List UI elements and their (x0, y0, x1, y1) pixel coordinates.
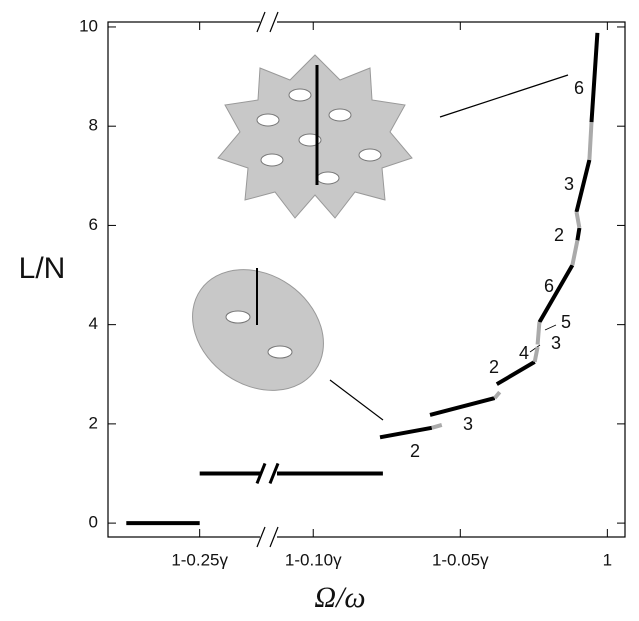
x-tick-label: 1 (603, 550, 612, 569)
y-tick-label: 2 (89, 413, 98, 432)
plot-frame (107, 21, 626, 538)
inset-lattice (217, 54, 569, 219)
axis-break-mark (256, 11, 266, 33)
axis-break-mark (269, 11, 279, 33)
annotation: 6 (544, 276, 554, 296)
x-axis-label: Ω/ω (314, 581, 365, 614)
annotation: 5 (561, 312, 571, 332)
axis-break-mark (256, 526, 266, 548)
axis-break-mark (268, 462, 280, 485)
annotation: 3 (463, 414, 473, 434)
annotation: 4 (519, 343, 529, 363)
x-tick-label: 1-0.05γ (432, 550, 489, 569)
y-tick-label: 8 (89, 116, 98, 135)
annotation: 2 (410, 441, 420, 461)
axis-break-mark (269, 526, 279, 548)
annotation: 2 (554, 225, 564, 245)
inset-torus (192, 268, 384, 421)
y-tick-label: 0 (89, 513, 98, 532)
annotation: 3 (564, 174, 574, 194)
annotation: 3 (551, 333, 561, 353)
annotation-leaders (529, 324, 557, 353)
annotation: 6 (574, 78, 584, 98)
x-tick-label: 1-0.10γ (285, 550, 342, 569)
series-line (431, 122, 594, 430)
y-axis-label: L/N (19, 252, 66, 285)
y-tick-label: 4 (89, 314, 98, 333)
annotation: 2 (489, 357, 499, 377)
series-line (126, 32, 600, 526)
x-tick-label: 1-0.25γ (171, 550, 228, 569)
y-tick-label: 10 (79, 16, 98, 35)
axis-break-mark (255, 462, 267, 485)
y-tick-label: 6 (89, 215, 98, 234)
